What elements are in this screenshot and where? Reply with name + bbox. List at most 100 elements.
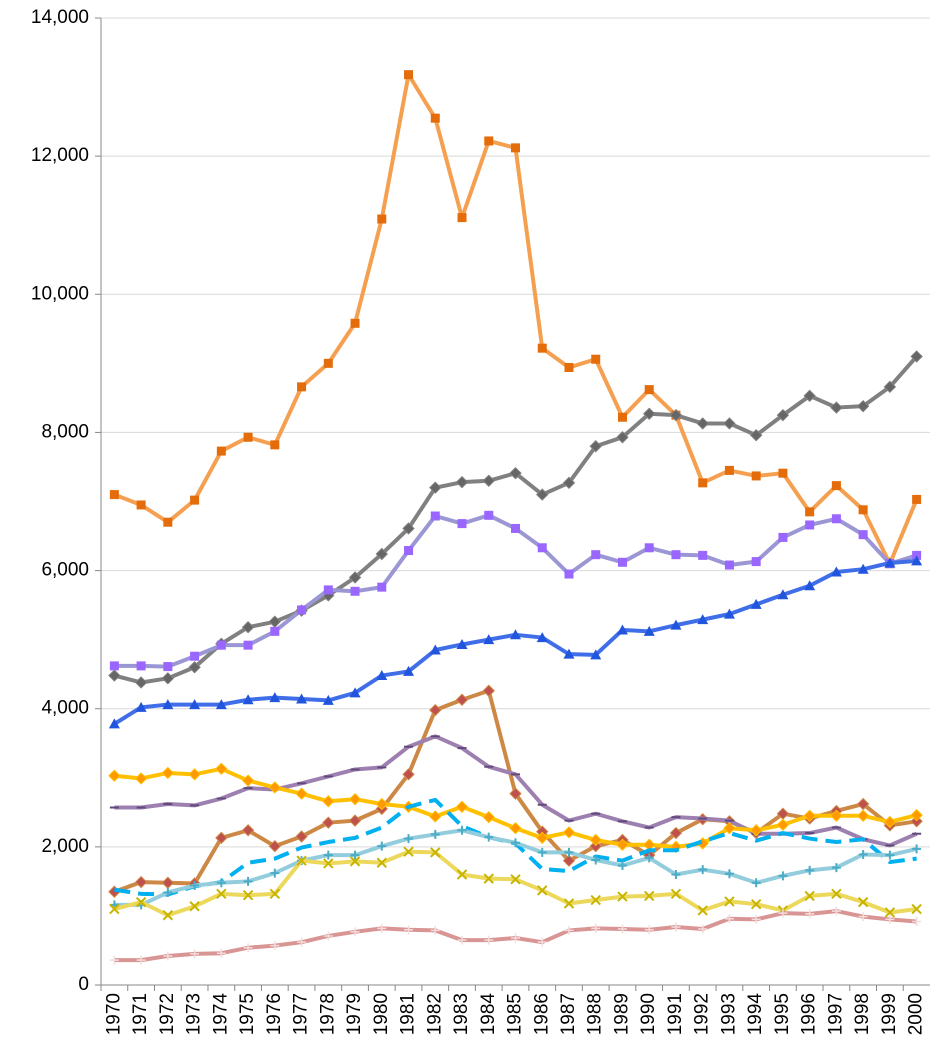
marker [724, 914, 734, 924]
marker [591, 354, 601, 364]
marker [404, 834, 414, 844]
marker [429, 481, 442, 494]
marker [215, 762, 228, 776]
marker [536, 831, 549, 845]
marker [189, 699, 201, 710]
x-tick-label: 1984 [478, 993, 499, 1036]
marker [857, 896, 869, 908]
marker [376, 857, 387, 868]
marker [537, 937, 547, 947]
marker [350, 927, 360, 937]
marker [910, 808, 923, 822]
marker [482, 684, 495, 697]
marker [856, 399, 870, 413]
marker [243, 640, 253, 650]
marker [297, 382, 307, 392]
marker [268, 615, 282, 628]
marker [375, 547, 388, 561]
marker [136, 500, 146, 510]
marker [295, 787, 308, 800]
marker [777, 589, 789, 600]
marker [403, 846, 414, 857]
marker [350, 850, 360, 860]
marker [161, 672, 175, 685]
marker [322, 694, 334, 705]
marker [350, 318, 360, 328]
marker [456, 638, 468, 649]
y-tick-label: 0 [78, 974, 89, 995]
marker [377, 582, 387, 592]
marker [671, 869, 681, 879]
marker [591, 855, 601, 865]
marker [564, 363, 574, 373]
marker [884, 557, 896, 568]
marker [696, 417, 709, 430]
marker [911, 903, 922, 915]
marker [269, 888, 281, 900]
x-tick-label: 1975 [237, 993, 258, 1035]
x-tick-label: 1986 [531, 993, 552, 1035]
marker [537, 885, 548, 896]
marker [297, 937, 307, 947]
marker [348, 571, 362, 584]
marker [724, 465, 734, 475]
marker [698, 924, 708, 934]
marker [457, 825, 467, 835]
marker [484, 832, 494, 842]
marker [108, 769, 121, 782]
marker [241, 774, 255, 787]
marker [858, 912, 868, 922]
marker [911, 555, 923, 566]
marker [669, 408, 683, 422]
marker [216, 948, 226, 958]
marker [751, 557, 761, 567]
marker [511, 143, 520, 153]
x-tick-label: 1985 [505, 993, 526, 1035]
marker [564, 925, 574, 935]
marker [590, 649, 602, 660]
x-tick-label: 1978 [317, 993, 338, 1035]
marker [455, 693, 469, 706]
marker [562, 476, 576, 490]
x-tick-label: 1981 [398, 993, 419, 1035]
marker [563, 648, 575, 659]
marker [429, 810, 442, 823]
marker [698, 865, 708, 875]
marker [724, 869, 734, 879]
marker [482, 474, 495, 487]
marker [831, 481, 841, 491]
marker [322, 816, 335, 829]
marker [912, 550, 922, 560]
marker [830, 401, 843, 414]
x-tick-label: 1987 [558, 993, 579, 1035]
marker [831, 888, 842, 900]
marker [830, 809, 843, 822]
marker [402, 522, 415, 535]
marker [323, 931, 333, 941]
marker [671, 922, 681, 932]
marker [723, 417, 736, 430]
marker [805, 865, 815, 875]
marker [616, 624, 628, 635]
marker [776, 408, 790, 422]
y-tick-label: 6,000 [41, 560, 89, 581]
marker [456, 869, 468, 880]
marker [697, 614, 709, 625]
marker [108, 669, 121, 682]
marker [323, 585, 333, 595]
marker [241, 824, 255, 837]
marker [242, 889, 254, 901]
marker [243, 876, 253, 886]
x-tick-label: 1973 [184, 993, 205, 1035]
marker [376, 670, 388, 681]
x-tick-label: 1990 [638, 993, 659, 1035]
marker [776, 818, 790, 831]
marker [163, 887, 173, 897]
marker [910, 350, 923, 363]
marker [617, 891, 628, 902]
marker [188, 661, 201, 674]
marker [831, 906, 841, 916]
x-tick-label: 1988 [585, 993, 606, 1035]
y-tick-label: 8,000 [41, 421, 89, 442]
